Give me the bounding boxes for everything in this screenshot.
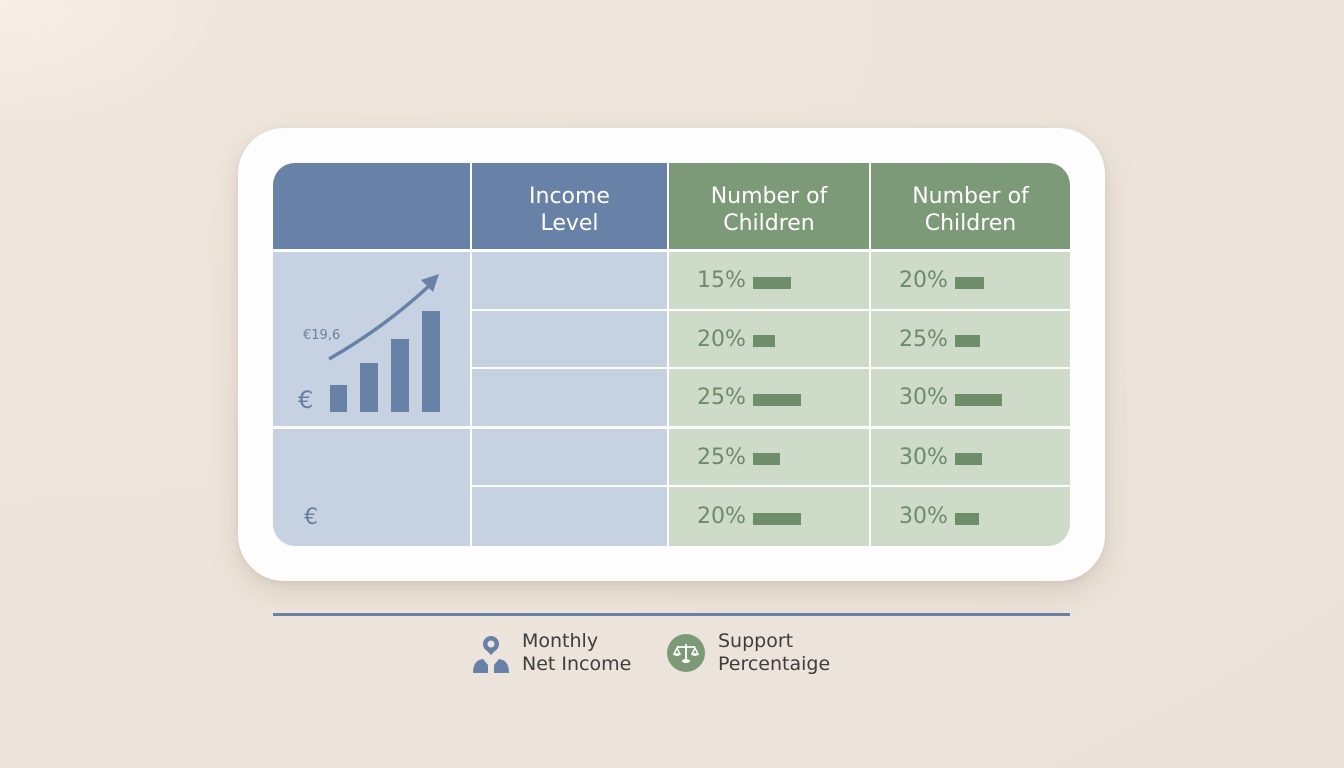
table-row-1-col3: 15% xyxy=(669,252,869,309)
header-children-2-label: Number of Children xyxy=(912,184,1029,236)
legend-label: Support Percentaige xyxy=(718,630,831,675)
percentage-value: 25% xyxy=(697,444,746,470)
table-row-2-col4: 25% xyxy=(871,311,1070,367)
percentage-bar xyxy=(752,335,775,347)
table-row-5-col4: 30% xyxy=(871,487,1070,546)
header-cell-empty xyxy=(273,163,470,249)
euro-icon: € xyxy=(304,505,318,530)
percentage-value: 20% xyxy=(899,268,948,293)
header-income-level: Income Level xyxy=(472,163,667,249)
table-row-3-col3: 25% xyxy=(669,369,869,426)
percentage-bar xyxy=(954,276,984,289)
row-group-1: €19,6 € xyxy=(273,252,470,426)
scales-icon xyxy=(667,634,705,672)
support-table: Income Level Number of Children Number o… xyxy=(273,163,1070,546)
table-row-4-col4: 30% xyxy=(871,429,1070,485)
percentage-bar xyxy=(752,512,801,525)
percentage-bar xyxy=(752,453,780,465)
percentage-value: 30% xyxy=(899,385,948,410)
income-cell-4 xyxy=(472,429,667,485)
header-children-1: Number of Children xyxy=(669,163,869,249)
person-location-icon xyxy=(473,636,509,673)
percentage-bar xyxy=(752,393,801,406)
income-cell-2 xyxy=(472,311,667,367)
percentage-bar xyxy=(954,335,980,347)
income-cell-3 xyxy=(472,369,667,426)
percentage-value: 25% xyxy=(899,326,948,352)
table-row-1-col4: 20% xyxy=(871,252,1070,309)
legend-monthly-net-income: Monthly Net Income xyxy=(472,630,631,676)
euro-symbol-1: € xyxy=(298,386,314,414)
income-cell-1 xyxy=(472,252,667,309)
percentage-bar xyxy=(954,512,979,525)
percentage-bar xyxy=(954,453,982,465)
percentage-value: 25% xyxy=(697,385,746,410)
percentage-value: 30% xyxy=(899,444,948,470)
legend-support-percentage: Support Percentaige xyxy=(666,630,830,676)
header-children-1-label: Number of Children xyxy=(710,184,828,236)
legend-label: Monthly Net Income xyxy=(522,630,632,675)
percentage-value: 20% xyxy=(697,326,746,352)
header-children-2: Number of Children xyxy=(871,163,1070,249)
income-growth-chart-icon xyxy=(328,274,440,412)
percentage-value: 15% xyxy=(697,268,746,293)
income-cell-5 xyxy=(472,487,667,546)
percentage-bar xyxy=(954,393,1002,406)
table-row-4-col3: 25% xyxy=(669,429,869,485)
table-row-3-col4: 30% xyxy=(871,369,1070,426)
percentage-bar xyxy=(752,276,791,289)
table-row-5-col3: 20% xyxy=(669,487,869,546)
header-income-level-label: Income Level xyxy=(529,184,610,236)
percentage-value: 20% xyxy=(697,504,746,529)
legend-divider xyxy=(273,613,1070,616)
row-group-2: € xyxy=(273,429,470,546)
percentage-value: 30% xyxy=(899,504,948,529)
table-row-2-col3: 20% xyxy=(669,311,869,367)
chart-value-label: €19,6 xyxy=(303,328,341,343)
